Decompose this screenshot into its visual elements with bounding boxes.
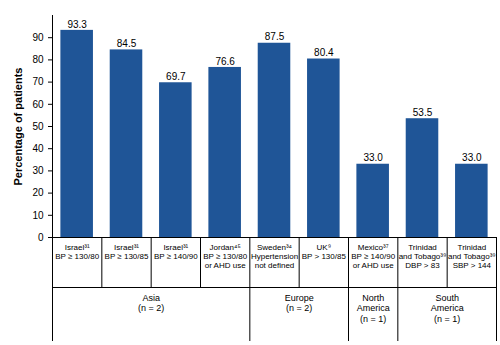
- svg-text:Trinidadand Tobago³⁹SBP > 144: Trinidadand Tobago³⁹SBP > 144: [448, 243, 496, 270]
- svg-text:50: 50: [32, 121, 44, 132]
- svg-text:Jordan⁴⁵BP ≥ 130/80or AHD use: Jordan⁴⁵BP ≥ 130/80or AHD use: [203, 243, 247, 270]
- svg-text:30: 30: [32, 165, 44, 176]
- svg-text:20: 20: [32, 187, 44, 198]
- svg-text:80: 80: [32, 54, 44, 65]
- svg-text:NorthAmerica(n = 1): NorthAmerica(n = 1): [357, 293, 390, 324]
- svg-text:UK⁹BP > 130/85: UK⁹BP > 130/85: [302, 243, 347, 261]
- svg-text:70: 70: [32, 76, 44, 87]
- svg-text:0: 0: [38, 232, 44, 243]
- svg-text:33.0: 33.0: [363, 152, 383, 163]
- svg-text:Trinidadand Tobago³⁹DBP > 83: Trinidadand Tobago³⁹DBP > 83: [399, 243, 447, 270]
- svg-text:84.5: 84.5: [117, 38, 137, 49]
- svg-text:Percentage of patients: Percentage of patients: [12, 68, 24, 186]
- svg-text:90: 90: [32, 32, 44, 43]
- svg-text:Sweden³⁴Hypertensionnot define: Sweden³⁴Hypertensionnot defined: [251, 243, 298, 270]
- svg-text:Europe(n = 2): Europe(n = 2): [285, 293, 314, 313]
- svg-text:93.3: 93.3: [67, 19, 87, 30]
- svg-text:60: 60: [32, 99, 44, 110]
- svg-text:76.6: 76.6: [215, 56, 235, 67]
- svg-text:Israel³¹BP ≥ 130/85: Israel³¹BP ≥ 130/85: [105, 243, 149, 261]
- svg-text:87.5: 87.5: [265, 31, 285, 42]
- svg-text:80.4: 80.4: [314, 47, 334, 58]
- svg-text:69.7: 69.7: [166, 71, 186, 82]
- svg-text:10: 10: [32, 210, 44, 221]
- svg-text:Mexico³⁷BP ≥ 140/90or AHD use: Mexico³⁷BP ≥ 140/90or AHD use: [351, 243, 395, 270]
- svg-text:Israel³¹BP ≥ 140/90: Israel³¹BP ≥ 140/90: [154, 243, 198, 261]
- svg-text:Israel³¹BP ≥ 130/80: Israel³¹BP ≥ 130/80: [55, 243, 99, 261]
- svg-text:SouthAmerica(n = 1): SouthAmerica(n = 1): [431, 293, 464, 324]
- svg-text:Asia(n = 2): Asia(n = 2): [138, 293, 164, 313]
- svg-text:33.0: 33.0: [462, 152, 482, 163]
- svg-text:53.5: 53.5: [413, 107, 433, 118]
- svg-text:40: 40: [32, 143, 44, 154]
